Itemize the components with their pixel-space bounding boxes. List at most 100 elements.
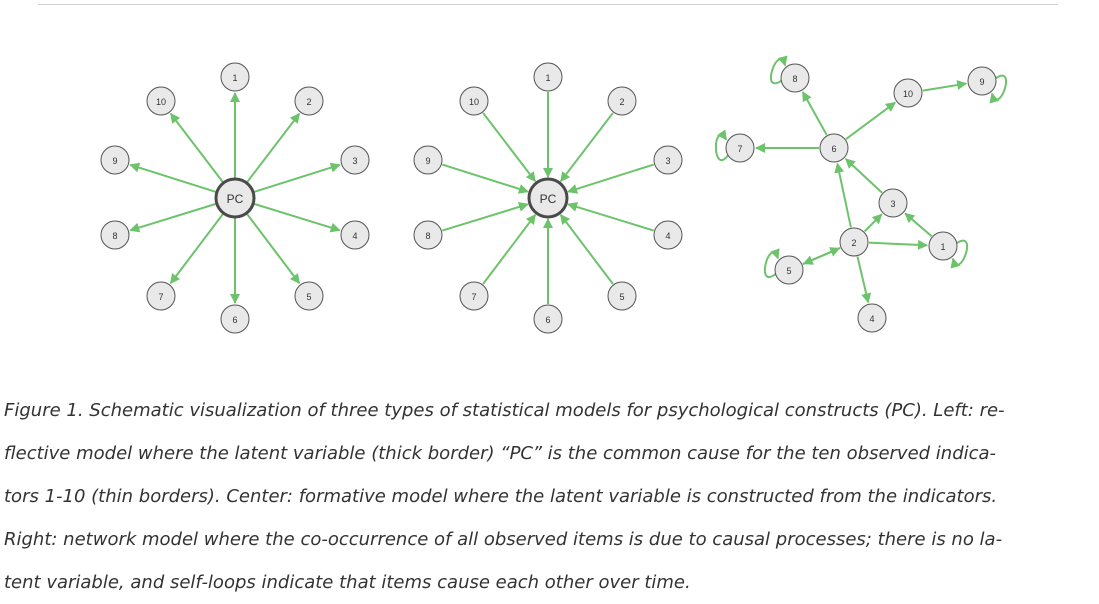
panel-reflective-node-2: 2 [294,86,324,116]
network-node-5: 5 [774,255,804,285]
network-node-7: 7 [725,133,755,163]
panel-formative-node-6-circle [533,304,563,334]
panel-formative-edge-9 [441,163,529,194]
network-node-4-label: 4 [869,314,874,324]
panel-formative-edge-4 [567,202,654,232]
panel-formative-node-5-circle [607,281,637,311]
panel-formative-node-2: 2 [607,86,637,116]
network-node-3: 3 [878,188,908,218]
panel-formative-node-3-label: 3 [665,156,670,166]
panel-reflective-node-10: 10 [146,86,176,116]
panel-reflective-node-4-circle [340,220,370,250]
top-divider [38,4,1058,5]
network-node-10: 10 [893,78,923,108]
panel-formative-node-10-circle [459,86,489,116]
network-node-6-label: 6 [831,144,836,154]
panel-reflective-node-1-circle [220,62,250,92]
network-node-6: 6 [819,133,849,163]
panel-reflective-edge-9 [129,162,217,193]
network-node-5-label: 5 [786,266,791,276]
panel-reflective-node-4-label: 4 [352,231,357,241]
figure-caption: Figure 1. Schematic visualization of thr… [4,389,1097,604]
network-node-3-label: 3 [890,199,895,209]
panel-formative-node-7-label: 7 [471,292,476,302]
panel-reflective-edge-10 [169,112,224,183]
caption-line-1: Figure 1. Schematic visualization of thr… [4,400,1005,421]
caption-line-5: tent variable, and self-loops indicate t… [4,572,691,593]
panel-reflective-node-2-circle [294,86,324,116]
panel-formative-node-9-label: 9 [425,156,430,166]
network-node-4-circle [857,303,887,333]
panel-formative-node-3-circle [653,145,683,175]
panel-reflective-node-7-circle [146,281,176,311]
network-self-loop-1 [950,239,969,269]
network-self-loop-5 [763,248,780,278]
network-node-1: 1 [928,231,958,261]
panel-reflective-node-1: 1 [220,62,250,92]
network-node-1-circle [928,231,958,261]
panel-formative-node-6-label: 6 [545,315,550,325]
network-node-9-label: 9 [979,77,984,87]
panel-reflective-edge-4 [253,202,341,233]
network-self-loop-9 [989,74,1008,104]
panel-reflective-node-4: 4 [340,220,370,250]
panel-reflective-node-9-label: 9 [112,156,117,166]
network-node-2-circle [839,227,869,257]
network-node-2: 2 [839,227,869,257]
network-edge-1-to-3 [904,212,933,237]
panel-formative-node-1-label: 1 [545,73,550,83]
network-edge-2-to-1 [868,239,929,250]
panel-formative-node-4: 4 [653,220,683,250]
panel-formative-node-10-label: 10 [469,97,479,107]
panel-formative-node-10: 10 [459,86,489,116]
network-edge-3-to-6 [844,158,883,194]
panel-reflective-node-3-label: 3 [352,156,357,166]
panel-reflective-edge-8 [129,202,217,233]
panel-reflective-node-7: 7 [146,281,176,311]
panel-formative-node-4-label: 4 [665,231,670,241]
panel-reflective-node-3-circle [340,145,370,175]
network-edge-2-to-3 [863,213,883,233]
network-node-7-circle [725,133,755,163]
network-self-loop-8 [769,55,788,85]
network-node-8: 8 [780,63,810,93]
panel-reflective-node-8-label: 8 [112,231,117,241]
panel-reflective-node-5-circle [294,281,324,311]
panel-formative-edge-10 [482,112,537,183]
network-node-10-label: 10 [903,89,913,99]
panel-formative-node-9-circle [413,145,443,175]
panel-reflective-latent-node: PC [214,177,256,219]
panel-reflective-node-1-label: 1 [232,73,237,83]
panel-formative-edge-3 [567,163,655,194]
panel-formative-edge-2 [559,112,614,183]
panel-reflective-latent-node-circle [214,177,256,219]
panel-reflective-node-6-circle [220,304,250,334]
panel-reflective-node-10-label: 10 [156,97,166,107]
panel-reflective-node-5: 5 [294,281,324,311]
panel-formative-node-6: 6 [533,304,563,334]
network-node-4: 4 [857,303,887,333]
network-edge-5-to-2 [802,247,841,265]
network-node-8-circle [780,63,810,93]
caption-line-4: Right: network model where the co-occurr… [4,529,1003,550]
network-node-2-label: 2 [851,238,856,248]
network-edge-6-to-10 [845,101,896,140]
figure-diagram: 1 2 3 4 5 6 7 8 9 10 PC 1 2 3 4 5 6 7 8 9 10 PC 8 10 9 7 6 3 2 1 5 4 [100,55,1008,334]
panel-reflective-node-9: 9 [100,145,130,175]
panel-formative-node-5: 5 [607,281,637,311]
panel-formative-node-7-circle [459,281,489,311]
panel-reflective-latent-node-label: PC [227,192,244,206]
panel-reflective-node-8: 8 [100,220,130,250]
panel-formative-node-3: 3 [653,145,683,175]
panel-reflective-node-5-label: 5 [306,292,311,302]
panel-formative-node-2-circle [607,86,637,116]
panel-reflective-node-6-label: 6 [232,315,237,325]
network-node-3-circle [878,188,908,218]
network-edge-2-to-4 [856,256,872,304]
network-node-7-label: 7 [737,144,742,154]
network-node-9: 9 [967,66,997,96]
network-self-loop-7 [714,129,729,162]
panel-formative-node-7: 7 [459,281,489,311]
panel-reflective-edge-2 [246,112,301,183]
network-node-8-label: 8 [792,74,797,84]
